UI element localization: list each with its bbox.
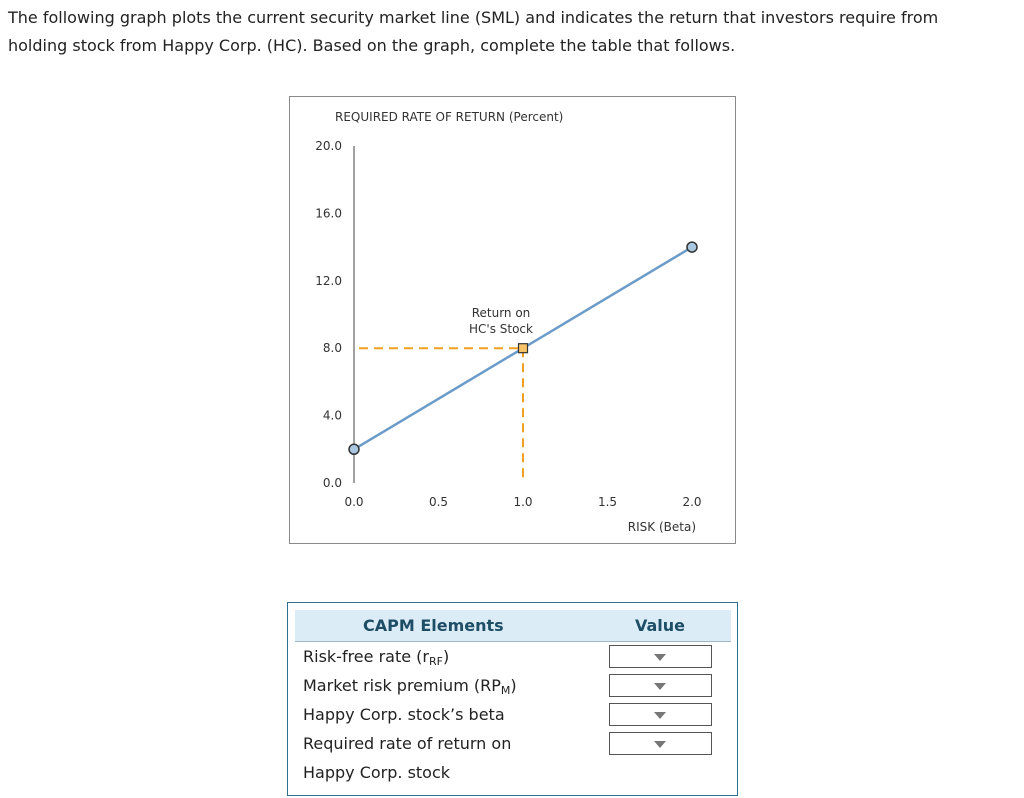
y-tick-label-4: 16.0 xyxy=(315,206,342,220)
chart-title: REQUIRED RATE OF RETURN (Percent) xyxy=(335,110,563,124)
annotation-label-line-2: HC's Stock xyxy=(469,322,533,336)
x-tick-label-0: 0.0 xyxy=(344,495,363,509)
x-tick-label-4: 2.0 xyxy=(682,495,701,509)
risk-free-rate-dropdown[interactable] xyxy=(609,645,712,668)
question-line-1: The following graph plots the current se… xyxy=(8,8,939,27)
sml-endpoint-0 xyxy=(348,443,360,456)
y-tick-label-1: 4.0 xyxy=(323,409,342,423)
row-label-risk-free-rate: Risk-free rate (rRF) xyxy=(303,647,450,668)
beta-dropdown[interactable] xyxy=(609,703,712,726)
chevron-down-icon xyxy=(654,683,666,690)
question-text: The following graph plots the current se… xyxy=(8,4,1013,60)
row-label-market-risk-premium: Market risk premium (RPM) xyxy=(303,676,517,697)
y-tick-label-3: 12.0 xyxy=(315,274,342,288)
y-tick-label-0: 0.0 xyxy=(323,476,342,490)
x-tick-label-2: 1.0 xyxy=(513,495,532,509)
header-capm-elements: CAPM Elements xyxy=(363,616,504,635)
question-line-2: holding stock from Happy Corp. (HC). Bas… xyxy=(8,36,736,55)
market-risk-premium-dropdown[interactable] xyxy=(609,674,712,697)
header-value: Value xyxy=(635,616,686,635)
chevron-down-icon xyxy=(654,712,666,719)
y-tick-label-5: 20.0 xyxy=(315,139,342,153)
capm-table: CAPM Elements Value Risk-free rate (rRF)… xyxy=(287,602,738,796)
required-return-dropdown[interactable] xyxy=(609,732,712,755)
chevron-down-icon xyxy=(654,741,666,748)
x-tick-label-3: 1.5 xyxy=(598,495,617,509)
x-axis-label: RISK (Beta) xyxy=(628,520,696,534)
sml-endpoint-1 xyxy=(686,241,698,253)
table-header: CAPM Elements Value xyxy=(295,610,731,642)
chart-canvas: REQUIRED RATE OF RETURN (Percent) 0.0 4.0 8… xyxy=(315,110,701,534)
x-tick-label-1: 0.5 xyxy=(429,495,448,509)
annotation-label-line-1: Return on xyxy=(472,306,531,320)
chevron-down-icon xyxy=(654,654,666,661)
hc-stock-point xyxy=(517,343,529,354)
row-label-required-return: Required rate of return on Happy Corp. st… xyxy=(303,734,512,782)
row-label-beta: Happy Corp. stock’s beta xyxy=(303,705,505,724)
sml-chart: REQUIRED RATE OF RETURN (Percent) 0.0 4.0 8… xyxy=(289,96,736,544)
y-tick-label-2: 8.0 xyxy=(323,341,342,355)
